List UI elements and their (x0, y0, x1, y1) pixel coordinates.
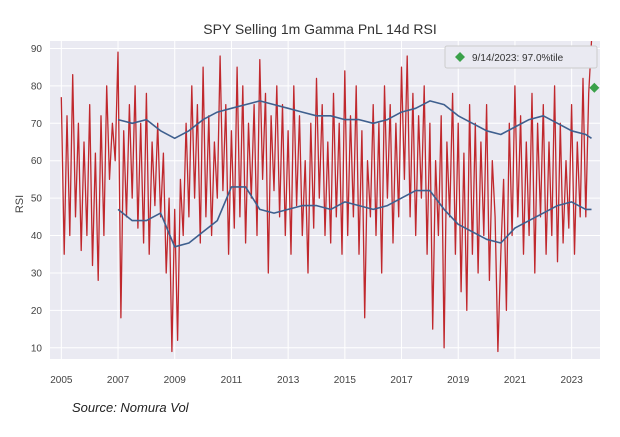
y-tick-label: 60 (31, 156, 43, 167)
y-tick-label: 90 (31, 44, 43, 55)
legend-label: 9/14/2023: 97.0%tile (472, 53, 564, 64)
chart-title: SPY Selling 1m Gamma PnL 14d RSI (203, 21, 436, 37)
x-tick-label: 2007 (107, 375, 130, 386)
x-tick-label: 2017 (390, 375, 413, 386)
x-tick-label: 2013 (277, 375, 300, 386)
y-tick-label: 10 (31, 343, 43, 354)
source-note: Source: Nomura Vol (72, 400, 189, 415)
x-tick-label: 2023 (561, 375, 584, 386)
y-tick-label: 70 (31, 119, 43, 130)
legend: 9/14/2023: 97.0%tile (444, 45, 598, 69)
y-tick-label: 50 (31, 194, 43, 205)
tick-labels: 10 20 30 40 50 60 70 80 90 2005 2007 2009 2011 2013 20… (31, 44, 583, 386)
y-tick-label: 30 (31, 268, 43, 279)
legend-diamond-icon (455, 52, 465, 62)
grid-lines (50, 41, 600, 359)
band-series-line (117, 186, 592, 248)
y-tick-label: 80 (31, 81, 43, 92)
x-tick-label: 2015 (334, 375, 357, 386)
highlight-marker (589, 82, 600, 93)
x-tick-label: 2005 (50, 375, 73, 386)
x-tick-label: 2021 (504, 375, 527, 386)
y-tick-label: 20 (31, 306, 43, 317)
y-tick-label: 40 (31, 231, 43, 242)
legend-box (444, 45, 598, 69)
x-tick-label: 2009 (164, 375, 187, 386)
x-tick-label: 2019 (447, 375, 470, 386)
band-series-line (117, 100, 592, 140)
x-tick-label: 2011 (221, 375, 243, 386)
y-axis-label: RSI (14, 195, 26, 213)
rsi-series-line (60, 40, 593, 353)
series-layer (60, 40, 600, 353)
